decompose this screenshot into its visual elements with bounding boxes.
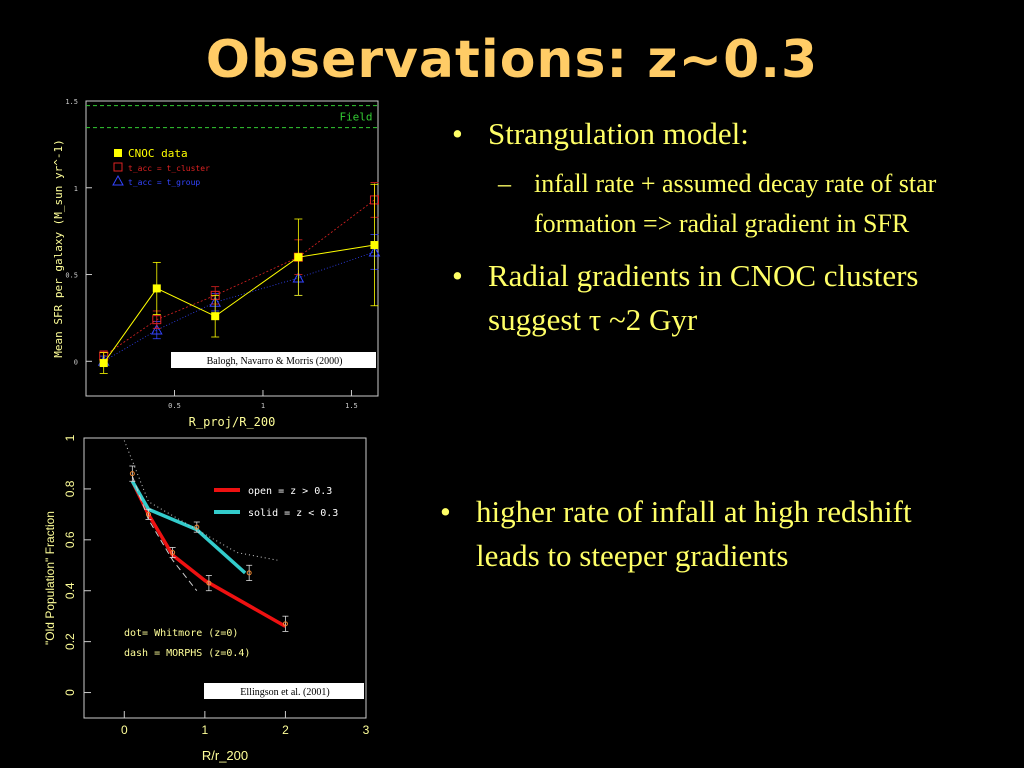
- dash-icon: –: [498, 169, 511, 198]
- data-point: [206, 580, 212, 586]
- bullet-dot-icon: •: [452, 116, 463, 151]
- data-point: [282, 621, 288, 627]
- data-point-cnoc: [211, 312, 220, 321]
- x-axis-label: R/r_200: [202, 748, 248, 763]
- data-point: [246, 570, 252, 576]
- series-line: [103, 244, 375, 364]
- series-line: [131, 476, 198, 592]
- x-tick-label: 1: [261, 402, 265, 410]
- data-point: [145, 511, 151, 517]
- credit-text: Ellingson et al. (2001): [240, 687, 329, 698]
- y-tick-label: 0.6: [63, 531, 77, 548]
- plot-frame: [83, 437, 367, 719]
- credit-box: [204, 683, 364, 699]
- bullet-list-lower: • higher rate of infall at high redshift…: [440, 490, 980, 586]
- x-tick-label: 1: [202, 723, 209, 737]
- old-population-chart: 0 1 2 3 0 0.2 0.4 0.6 0.8 1 R/r_200 "Old Population…: [38, 430, 383, 768]
- slide-title: Observations: z~0.3: [205, 30, 819, 90]
- y-tick-label: 0.8: [63, 480, 77, 497]
- y-tick-label: 0.4: [63, 582, 77, 599]
- bullet-list-upper: • Strangulation model: – infall rate + a…: [452, 112, 1012, 350]
- y-axis-label: Mean SFR per galaxy (M_sun yr^-1): [52, 139, 65, 358]
- bullet-item: • Strangulation model:: [452, 112, 1012, 156]
- y-tick-label: 0.2: [63, 633, 77, 650]
- x-tick-label: 1.5: [345, 402, 358, 410]
- x-axis-label: R_proj/R_200: [189, 415, 276, 429]
- data-point-cnoc: [152, 284, 161, 293]
- bullet-text: Strangulation model:: [488, 116, 749, 151]
- credit-box: [171, 352, 376, 368]
- bullet-dot-icon: •: [452, 258, 463, 293]
- data-point-cnoc: [294, 253, 303, 262]
- data-point-cnoc: [370, 241, 379, 250]
- series-line: [123, 440, 278, 561]
- sfr-gradient-chart: 0.5 1 1.5 0 0.5 1 1.5 R_proj/R_200 Mean SFR per …: [38, 96, 388, 436]
- plot-frame: [85, 100, 379, 397]
- data-point: [170, 550, 176, 556]
- legend-label: t_acc = t_cluster: [128, 164, 210, 173]
- series-line: [130, 480, 247, 575]
- series-line: [130, 480, 287, 628]
- y-tick-label: 0: [63, 689, 77, 696]
- model-point-group: [150, 324, 163, 335]
- y-tick-label: 0: [74, 358, 78, 366]
- note-text: dash = MORPHS (z=0.4): [124, 648, 250, 659]
- sub-bullet-item: – infall rate + assumed decay rate of st…: [452, 164, 1012, 244]
- legend-label: open = z > 0.3: [248, 486, 332, 497]
- bullet-item: • Radial gradients in CNOC clusters sugg…: [452, 254, 1012, 342]
- y-tick-label: 1.5: [65, 98, 78, 106]
- y-axis-label: "Old Population" Fraction: [43, 511, 57, 645]
- sub-bullet-text: infall rate + assumed decay rate of star…: [534, 169, 937, 238]
- model-point-group: [112, 174, 124, 186]
- field-label: Field: [339, 111, 372, 124]
- x-tick-label: 2: [282, 723, 289, 737]
- series-line: [103, 199, 375, 357]
- bullet-text: higher rate of infall at high redshift l…: [476, 494, 912, 573]
- x-tick-label: 3: [363, 723, 370, 737]
- data-point-cnoc: [114, 149, 122, 157]
- legend-label: CNOC data: [128, 147, 188, 160]
- bullet-dot-icon: •: [440, 494, 451, 529]
- data-point: [129, 471, 135, 477]
- model-point-cluster: [152, 315, 162, 325]
- x-tick-label: 0.5: [168, 402, 181, 410]
- credit-text: Balogh, Navarro & Morris (2000): [207, 356, 343, 367]
- bullet-item: • higher rate of infall at high redshift…: [440, 490, 980, 578]
- legend-label: t_acc = t_group: [128, 178, 200, 187]
- model-point-cluster: [113, 162, 123, 172]
- data-point: [194, 524, 200, 530]
- note-text: dot= Whitmore (z=0): [124, 628, 238, 639]
- y-tick-label: 1: [74, 185, 78, 193]
- x-tick-label: 0: [121, 723, 128, 737]
- y-tick-label: 1: [63, 434, 77, 441]
- y-tick-label: 0.5: [65, 272, 78, 280]
- legend-label: solid = z < 0.3: [248, 508, 338, 519]
- bullet-text: Radial gradients in CNOC clusters sugges…: [488, 258, 919, 337]
- data-point-cnoc: [99, 359, 108, 368]
